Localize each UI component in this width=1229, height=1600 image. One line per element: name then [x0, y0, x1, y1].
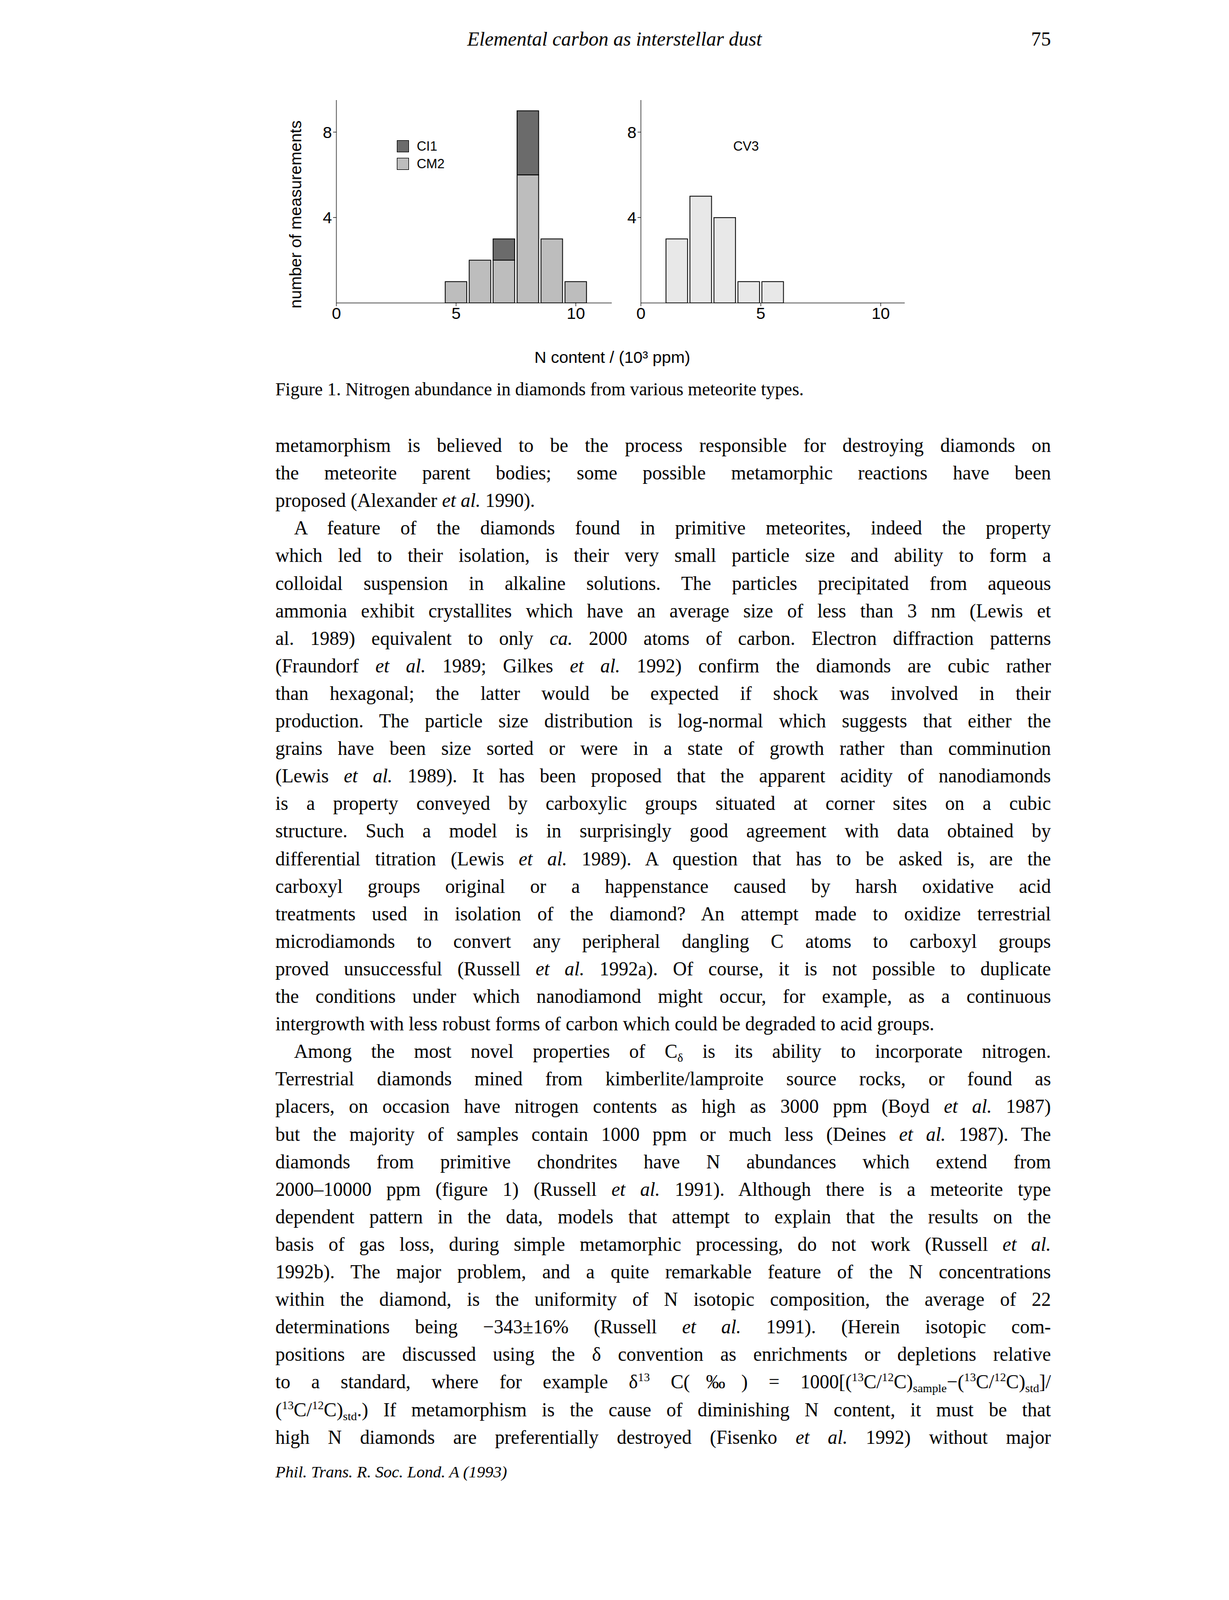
html-text:Figure 1. Nitrogen abundance i: Figure 1. Nitrogen abundance in diamonds… [275, 379, 804, 400]
html-text:positions are discussed using: positions are discussed using the δ conv… [275, 1343, 1051, 1365]
svg-text:4: 4 [322, 208, 332, 227]
svg-text:0: 0 [636, 303, 646, 323]
html-text:(Lewis et al. 1989). It has be: (Lewis et al. 1989). It has been propose… [275, 765, 1051, 787]
html-text:carboxyl groups original or a: carboxyl groups original or a happenstan… [275, 875, 1051, 897]
html-text:proposed (Alexander et al. 199: proposed (Alexander et al. 1990). [275, 489, 536, 512]
html-text:number of measurements: number of measurements [286, 120, 305, 309]
html-text:microdiamonds to convert any p: microdiamonds to convert any peripheral … [275, 930, 1051, 952]
html-text:Among the most novel propertie: Among the most novel properties of Cδis … [294, 1040, 1051, 1064]
svg-text:10: 10 [566, 303, 585, 323]
html-text:dependent pattern in the data,: dependent pattern in the data, models th… [275, 1205, 1051, 1228]
html-text:ammonia exhibit crystallites w: ammonia exhibit crystallites which have … [275, 599, 1051, 622]
html-text:proved unsuccessful (Russell e: proved unsuccessful (Russell et al. 1992… [275, 957, 1051, 980]
svg-text:8: 8 [322, 123, 332, 142]
html-text:N content / (10³ ppm): N content / (10³ ppm) [534, 347, 691, 367]
html-text:determinations being −343±16%: determinations being −343±16% (Russell e… [275, 1315, 1051, 1338]
html-text:Elemental carbon as interstell: Elemental carbon as interstellar dust [467, 28, 762, 51]
svg-text:0: 0 [331, 303, 342, 323]
html-text:CI1: CI1 [416, 138, 438, 154]
html-text:is a property conveyed by carb: is a property conveyed by carboxylic gro… [275, 792, 1051, 815]
html-text:Terrestrial diamonds mined fro: Terrestrial diamonds mined from kimberli… [275, 1068, 1051, 1090]
html-text:treatments used in isolation o: treatments used in isolation of the diam… [275, 902, 1051, 925]
html-text:75: 75 [1031, 28, 1051, 51]
html-text:but the majority of samples co: but the majority of samples contain 1000… [275, 1123, 1051, 1145]
html-text:(Fraundorf et al. 1989; Gilkes: (Fraundorf et al. 1989; Gilkes et al. 19… [275, 655, 1051, 677]
html-text:grains have been size sorted o: grains have been size sorted or were in … [275, 737, 1051, 760]
svg-text:10: 10 [871, 303, 890, 323]
svg-text:8: 8 [627, 123, 637, 142]
html-text:within the diamond, is the uni: within the diamond, is the uniformity of… [275, 1288, 1051, 1310]
html-text:diamonds from primitive chondr: diamonds from primitive chondrites have … [275, 1150, 1051, 1173]
svg-text:4: 4 [627, 208, 637, 227]
html-text:intergrowth with less robust f: intergrowth with less robust forms of ca… [275, 1013, 935, 1035]
svg-text:5: 5 [451, 303, 461, 323]
html-text:al. 1989) equivalent to only c: al. 1989) equivalent to only ca. 2000 at… [275, 627, 1051, 649]
html-text:colloidal suspension in alkali: colloidal suspension in alkaline solutio… [275, 572, 1051, 594]
html-text:differential titration (Lewis: differential titration (Lewis et al. 198… [275, 847, 1051, 870]
html-text:Phil. Trans. R. Soc. Lond. A (: Phil. Trans. R. Soc. Lond. A (1993) [275, 1462, 507, 1481]
svg-text:5: 5 [756, 303, 766, 323]
html-text:(13C/12C)std.) If metamorphism: (13C/12C)std.) If metamorphism is the ca… [275, 1398, 1051, 1422]
html-text:CV3: CV3 [733, 138, 759, 154]
html-text:basis of gas loss, during simp: basis of gas loss, during simple metamor… [275, 1233, 1051, 1255]
html-text:1992b). The major problem, and: 1992b). The major problem, and a quite r… [275, 1260, 1051, 1283]
html-text:production. The particle size: production. The particle size distributi… [275, 710, 1051, 732]
html-text:which led to their isolation,: which led to their isolation, is their v… [275, 544, 1051, 567]
html-text:the conditions under which nan: the conditions under which nanodiamond m… [275, 985, 1051, 1007]
html-text:high N diamonds are preferenti: high N diamonds are preferentially destr… [275, 1426, 1051, 1448]
html-text:than hexagonal; the latter wou: than hexagonal; the latter would be expe… [275, 682, 1051, 705]
html-text:the meteorite parent bodies; s: the meteorite parent bodies; some possib… [275, 462, 1051, 484]
html-text:A feature of the diamonds foun: A feature of the diamonds found in primi… [294, 517, 1051, 539]
html-text:2000–10000 ppm (figure 1) (Rus: 2000–10000 ppm (figure 1) (Russell et al… [275, 1178, 1051, 1200]
html-text:placers, on occasion have nitr: placers, on occasion have nitrogen conte… [275, 1095, 1051, 1118]
html-text:to a standard, where for examp: to a standard, where for example δ13C(‰)… [275, 1370, 1051, 1395]
html-text:metamorphism is believed to be: metamorphism is believed to be the proce… [275, 434, 1051, 457]
html-text:structure. Such a model is in: structure. Such a model is in surprising… [275, 820, 1051, 842]
html-text:CM2: CM2 [416, 156, 445, 171]
